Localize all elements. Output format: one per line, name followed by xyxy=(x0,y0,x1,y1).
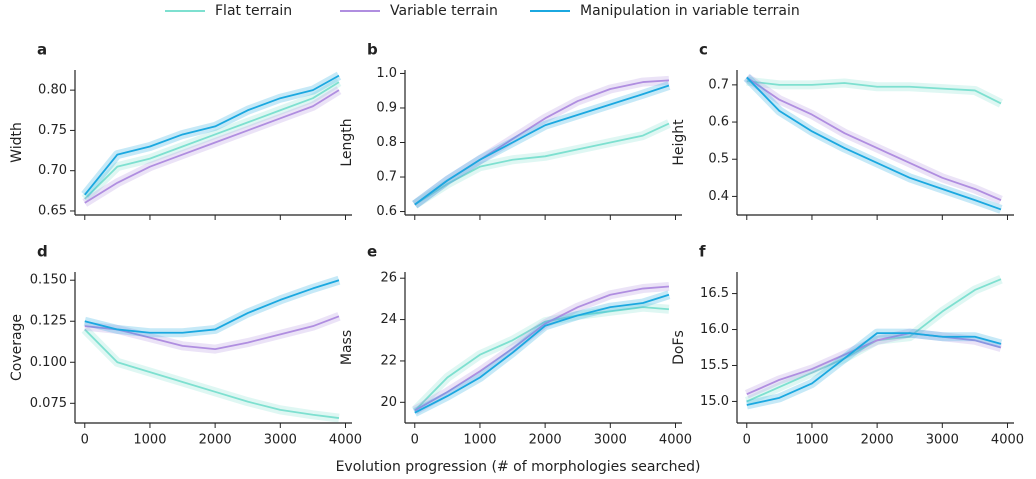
panel-letter: e xyxy=(367,243,377,261)
x-tick-label: 2000 xyxy=(529,433,562,448)
series-line xyxy=(84,315,340,351)
series-line xyxy=(84,81,340,200)
x-tick-label: 3000 xyxy=(594,433,627,448)
series-line xyxy=(84,74,340,196)
y-tick-label: 0.100 xyxy=(30,355,67,370)
y-tick-label: 0.80 xyxy=(38,83,67,98)
y-tick-label: 0.7 xyxy=(708,77,729,92)
x-tick-label: 0 xyxy=(743,433,751,448)
y-tick-label: 0.4 xyxy=(708,189,729,204)
x-tick-label: 0 xyxy=(81,433,89,448)
series-line xyxy=(414,122,670,206)
series-line xyxy=(746,76,1002,201)
y-tick-label: 0.150 xyxy=(30,273,67,288)
y-axis-label: Height xyxy=(671,119,687,166)
series-line xyxy=(746,76,1002,211)
y-tick-label: 24 xyxy=(380,312,397,327)
legend-label: Manipulation in variable terrain xyxy=(580,3,800,19)
y-tick-label: 0.6 xyxy=(708,115,729,130)
legend-label: Variable terrain xyxy=(390,3,498,19)
series-band xyxy=(81,326,340,423)
series-band xyxy=(744,73,1003,205)
series-line xyxy=(414,84,670,206)
y-tick-label: 16.0 xyxy=(700,322,729,337)
x-tick-label: 4000 xyxy=(991,433,1024,448)
y-tick-label: 15.5 xyxy=(700,358,729,373)
y-tick-label: 0.125 xyxy=(30,314,67,329)
y-tick-label: 26 xyxy=(380,271,397,286)
y-tick-label: 22 xyxy=(380,353,397,368)
series-line xyxy=(84,89,340,204)
x-tick-label: 2000 xyxy=(861,433,894,448)
x-axis-label: Evolution progression (# of morphologies… xyxy=(336,459,701,475)
x-tick-label: 1000 xyxy=(133,433,166,448)
y-tick-label: 0.075 xyxy=(30,396,67,411)
series-line xyxy=(414,285,670,412)
series-band xyxy=(412,119,671,209)
x-tick-label: 3000 xyxy=(926,433,959,448)
y-axis-label: DoFs xyxy=(671,330,687,365)
y-tick-label: 0.75 xyxy=(38,123,67,138)
x-tick-label: 4000 xyxy=(659,433,692,448)
y-tick-label: 16.5 xyxy=(700,286,729,301)
y-axis-label: Coverage xyxy=(9,314,25,381)
y-tick-label: 0.6 xyxy=(376,204,397,219)
series-line xyxy=(746,332,1002,396)
panel-letter: d xyxy=(37,243,48,261)
y-tick-label: 15.0 xyxy=(700,394,729,409)
y-tick-label: 0.8 xyxy=(376,135,397,150)
series-band xyxy=(412,81,671,209)
y-tick-label: 0.70 xyxy=(38,163,67,178)
panel-letter: c xyxy=(699,41,708,59)
series-line xyxy=(414,306,670,412)
series-line xyxy=(414,293,670,414)
y-tick-label: 0.9 xyxy=(376,100,397,115)
series-line xyxy=(746,332,1002,406)
series-band xyxy=(82,86,342,207)
panel-letter: f xyxy=(699,243,706,261)
y-tick-label: 0.5 xyxy=(708,152,729,167)
x-tick-label: 4000 xyxy=(329,433,362,448)
y-axis-label: Length xyxy=(339,118,355,166)
panel-letter: b xyxy=(367,41,378,59)
x-tick-label: 3000 xyxy=(264,433,297,448)
series-line xyxy=(746,80,1002,105)
y-axis-label: Mass xyxy=(339,330,355,365)
x-tick-label: 2000 xyxy=(199,433,232,448)
panel-letter: a xyxy=(37,41,47,59)
series-line xyxy=(84,328,340,419)
x-tick-label: 1000 xyxy=(463,433,496,448)
legend-label: Flat terrain xyxy=(215,3,292,19)
y-tick-label: 0.7 xyxy=(376,170,397,185)
series-line xyxy=(84,279,340,334)
y-tick-label: 20 xyxy=(380,395,397,410)
y-tick-label: 1.0 xyxy=(376,66,397,81)
x-tick-label: 1000 xyxy=(795,433,828,448)
x-tick-label: 0 xyxy=(411,433,419,448)
y-tick-label: 0.65 xyxy=(38,203,67,218)
y-axis-label: Width xyxy=(9,122,25,163)
